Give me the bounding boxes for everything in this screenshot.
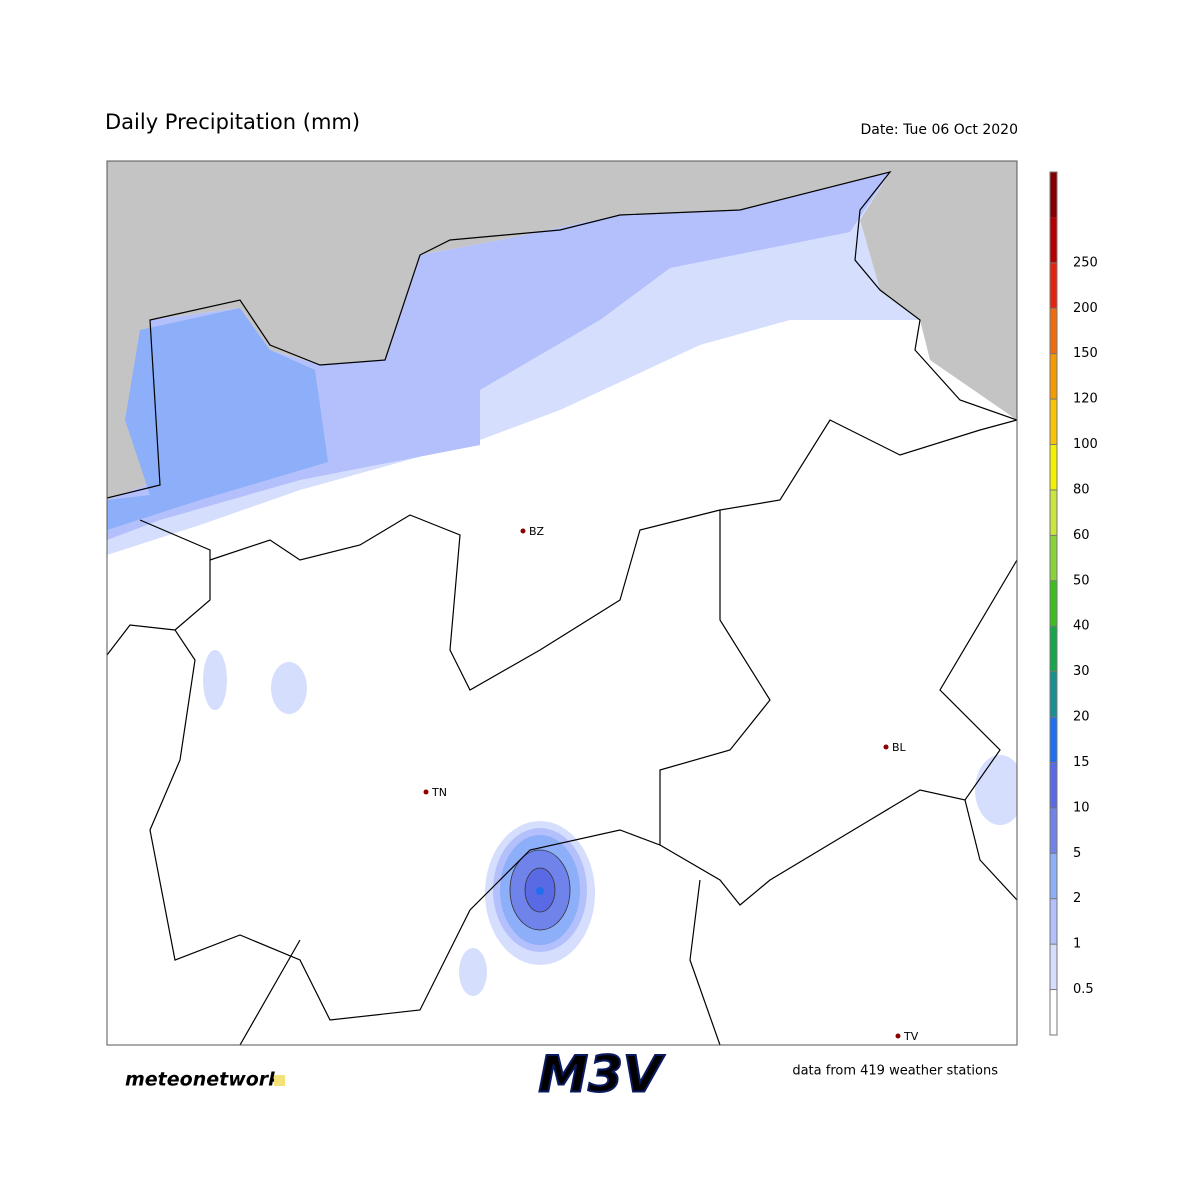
city-label: TV (903, 1030, 919, 1043)
footer-note: data from 419 weather stations (792, 1064, 998, 1079)
logo: M3V (538, 1046, 665, 1104)
colorbar-label: 30 (1073, 664, 1090, 679)
colorbar-segment (1050, 217, 1057, 263)
colorbar-segment (1050, 717, 1057, 763)
colorbar-segment (1050, 262, 1057, 309)
city-label: BZ (529, 525, 545, 538)
colorbar-segment (1050, 580, 1057, 627)
colorbar-segment (1050, 807, 1057, 854)
colorbar-label: 80 (1073, 482, 1090, 497)
colorbar-segment (1050, 853, 1057, 899)
colorbar-label: 15 (1073, 755, 1090, 770)
colorbar-segment (1050, 762, 1057, 808)
colorbar-label: 120 (1073, 392, 1098, 407)
colorbar-label: 60 (1073, 528, 1090, 543)
colorbar-label: 5 (1073, 846, 1081, 861)
colorbar-label: 250 (1073, 255, 1098, 270)
colorbar-label: 100 (1073, 437, 1098, 452)
colorbar-label: 150 (1073, 346, 1098, 361)
colorbar-segment (1050, 671, 1057, 718)
colorbar-label: 10 (1073, 800, 1090, 815)
colorbar-segment (1050, 308, 1057, 354)
colorbar-segment (1050, 626, 1057, 672)
city-dot (883, 744, 889, 750)
colorbar-segment (1050, 535, 1057, 581)
colorbar-segment (1050, 353, 1057, 400)
colorbar-label: 20 (1073, 710, 1090, 725)
colorbar-segment (1050, 399, 1057, 445)
colorbar-label: 200 (1073, 301, 1098, 316)
city-dot (520, 528, 526, 534)
colorbar-segment (1050, 489, 1057, 536)
colorbar-segment (1050, 898, 1057, 945)
colorbar-label: 2 (1073, 891, 1081, 906)
city-dot (423, 789, 429, 795)
colorbar-segment (1050, 172, 1057, 218)
map (106, 160, 1018, 1046)
colorbar-frame (1049, 171, 1058, 1036)
colorbar-segment (1050, 444, 1057, 490)
date: Date: Tue 06 Oct 2020 (860, 122, 1018, 138)
city-label: TN (431, 786, 447, 799)
title: Daily Precipitation (mm) (105, 110, 360, 134)
colorbar-segment (1050, 989, 1057, 1035)
city-dot (895, 1033, 901, 1039)
colorbar-segment (1050, 944, 1057, 990)
colorbar-label: 1 (1073, 937, 1081, 952)
brand: meteonetwork (125, 1069, 282, 1091)
colorbar-label: 50 (1073, 573, 1090, 588)
colorbar-label: 40 (1073, 619, 1090, 634)
brand-square (274, 1075, 285, 1086)
colorbar-label: 0.5 (1073, 982, 1094, 997)
city-label: BL (892, 741, 907, 754)
